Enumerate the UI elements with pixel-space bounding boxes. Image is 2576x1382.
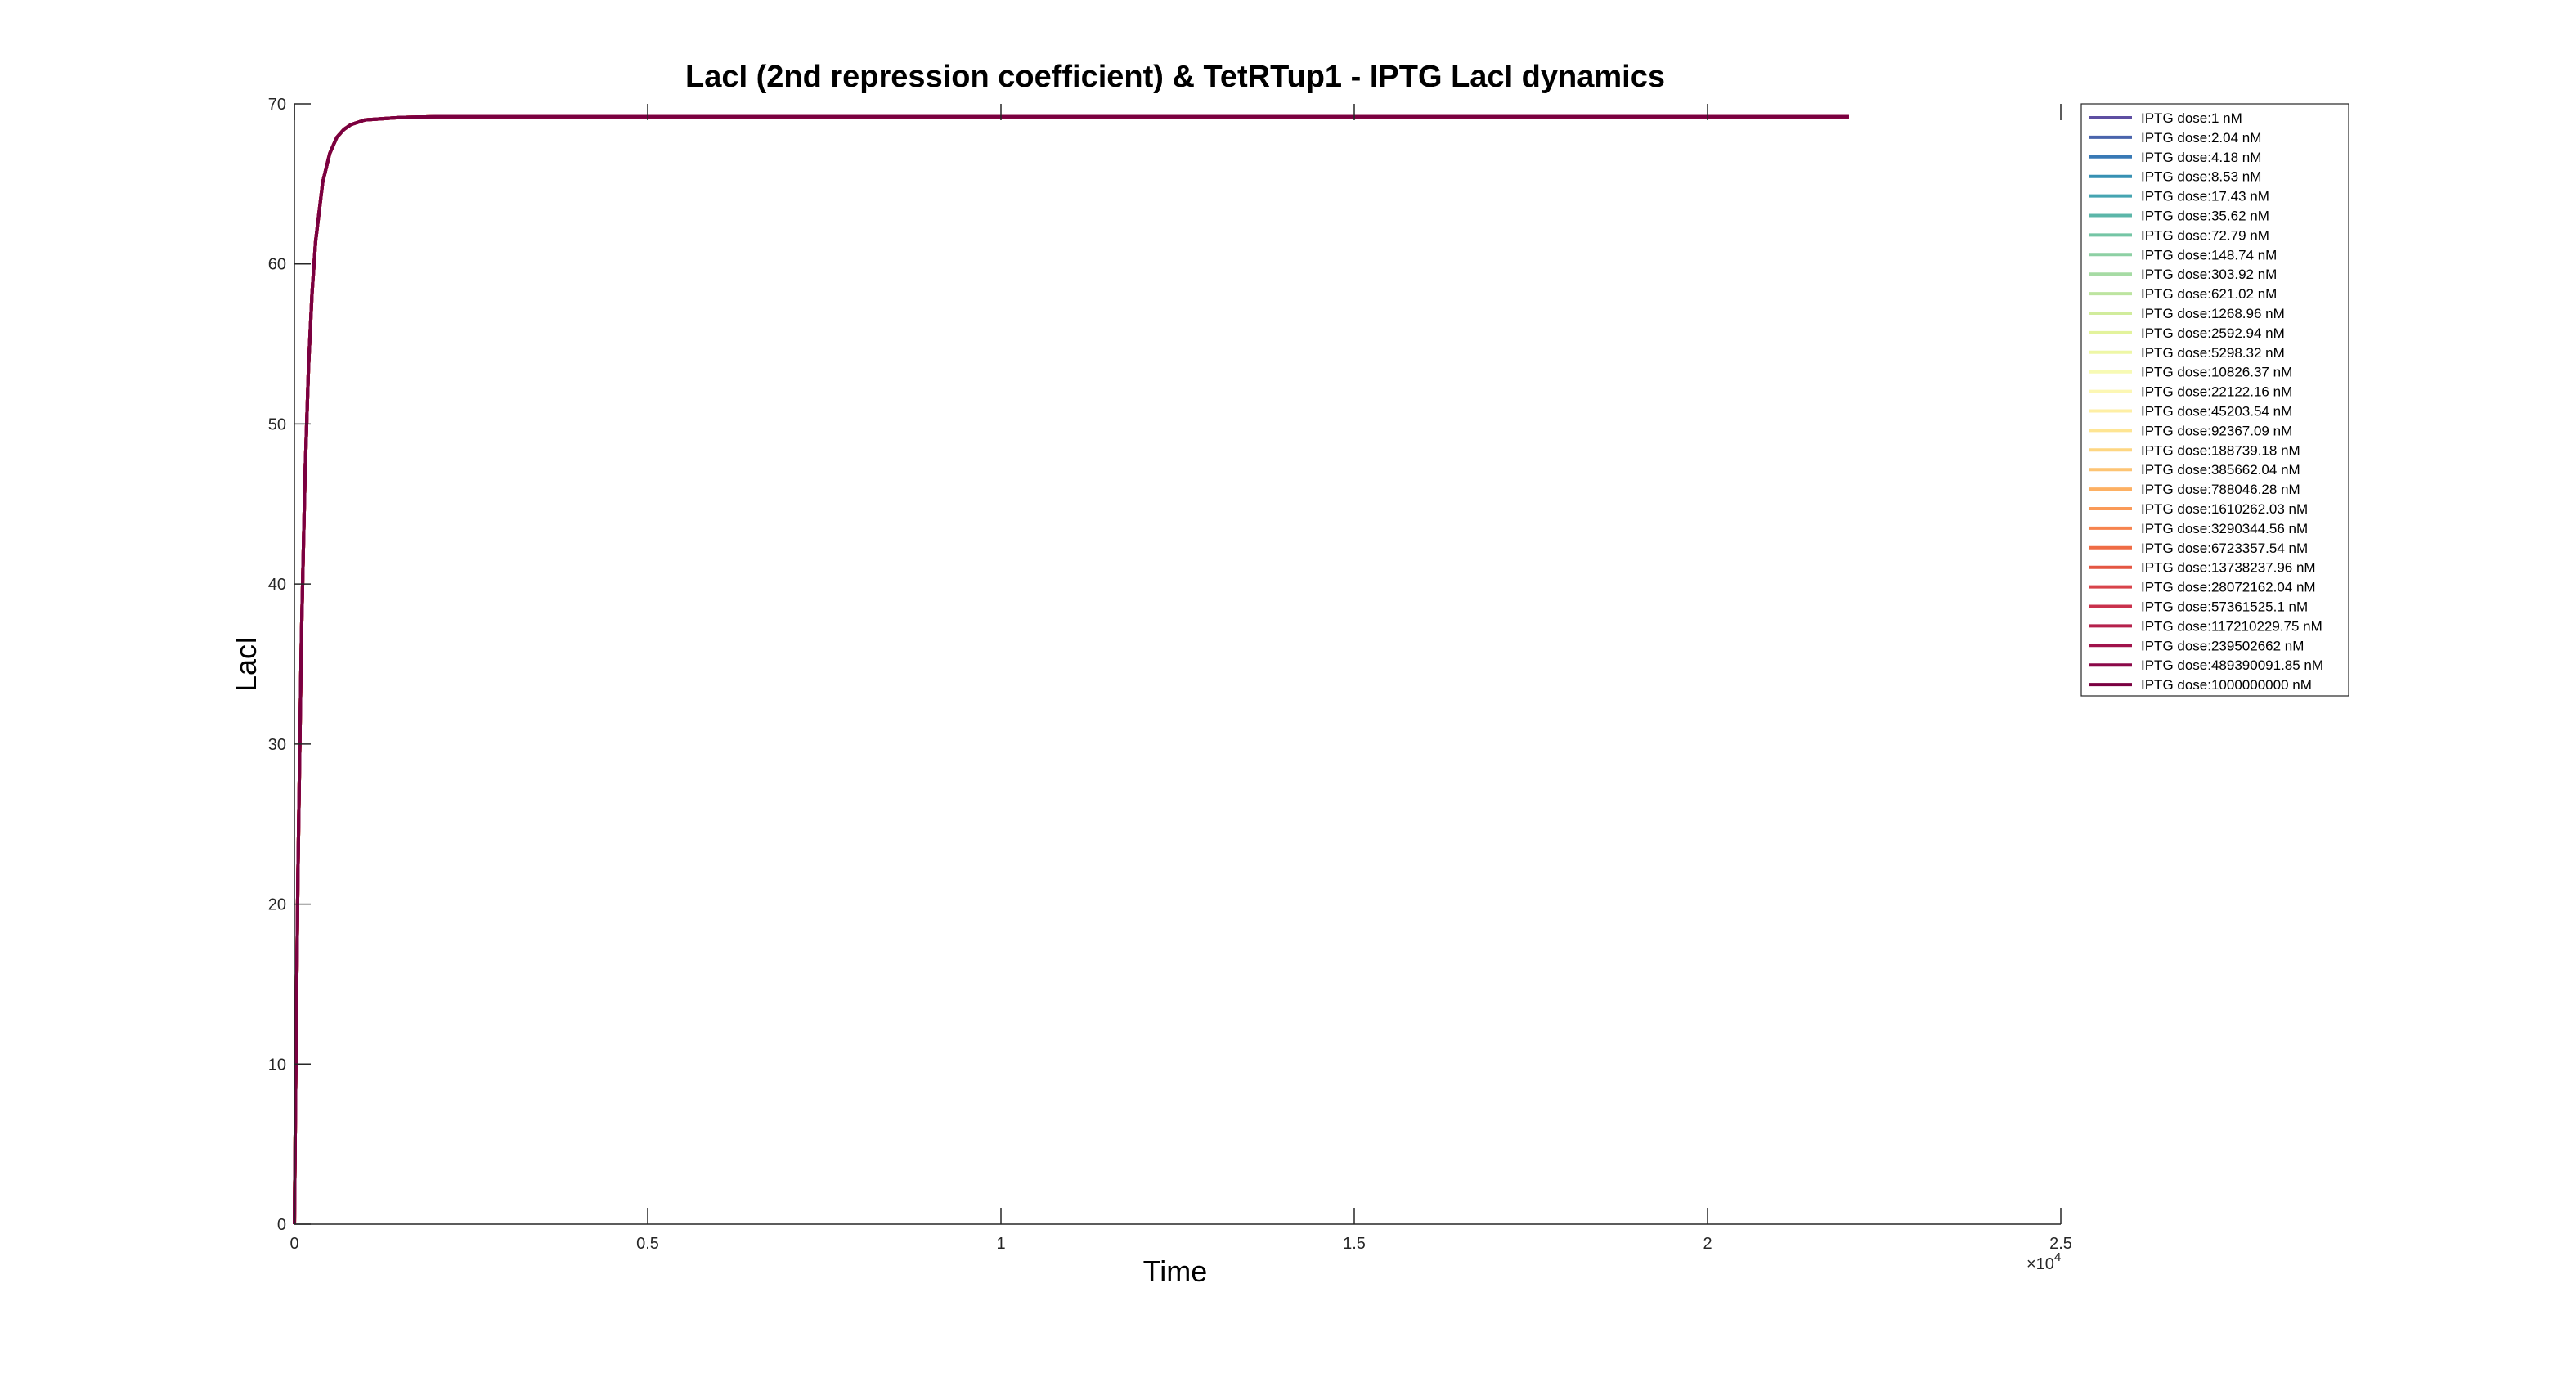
legend-label: IPTG dose:117210229.75 nM: [2141, 618, 2322, 634]
legend-label: IPTG dose:788046.28 nM: [2141, 482, 2300, 497]
plot-area: 0 0.5 1 1.5 2 2.5 0 10 20 30 40 50 60 70: [268, 96, 2072, 1253]
y-tick-label: 10: [268, 1056, 286, 1074]
x-tick-label: 0: [289, 1235, 298, 1253]
legend-label: IPTG dose:188739.18 nM: [2141, 442, 2300, 458]
series-lines: [293, 114, 1849, 1225]
x-ticks: 0 0.5 1 1.5 2 2.5: [289, 104, 2072, 1253]
legend-label: IPTG dose:4.18 nM: [2141, 150, 2261, 165]
x-tick-label: 2: [1703, 1235, 1712, 1253]
legend-label: IPTG dose:303.92 nM: [2141, 267, 2277, 282]
legend-label: IPTG dose:6723357.54 nM: [2141, 541, 2308, 556]
y-tick-label: 40: [268, 576, 286, 594]
legend-label: IPTG dose:45203.54 nM: [2141, 404, 2292, 420]
legend-label: IPTG dose:57361525.1 nM: [2141, 599, 2308, 615]
legend-label: IPTG dose:1610262.03 nM: [2141, 501, 2308, 517]
x-tick-label: 1: [996, 1235, 1005, 1253]
y-tick-label: 50: [268, 415, 286, 433]
legend-label: IPTG dose:8.53 nM: [2141, 169, 2261, 185]
x-exponent-base: ×10: [2026, 1255, 2054, 1273]
legend-label: IPTG dose:28072162.04 nM: [2141, 580, 2316, 595]
series-line: [293, 114, 1849, 1225]
legend-label: IPTG dose:72.79 nM: [2141, 227, 2269, 243]
legend-label: IPTG dose:92367.09 nM: [2141, 423, 2292, 438]
legend-label: IPTG dose:621.02 nM: [2141, 286, 2277, 302]
x-axis-exponent: ×104: [2026, 1250, 2061, 1273]
legend-label: IPTG dose:13738237.96 nM: [2141, 560, 2316, 576]
legend-label: IPTG dose:3290344.56 nM: [2141, 521, 2308, 536]
y-ticks: 0 10 20 30 40 50 60 70: [268, 96, 311, 1234]
legend-label: IPTG dose:148.74 nM: [2141, 247, 2277, 262]
x-exponent-power: 4: [2054, 1250, 2061, 1264]
legend-label: IPTG dose:1 nM: [2141, 110, 2242, 126]
legend-label: IPTG dose:239502662 nM: [2141, 638, 2304, 653]
x-tick-label: 0.5: [636, 1235, 659, 1253]
y-tick-label: 20: [268, 896, 286, 914]
y-tick-label: 0: [277, 1216, 286, 1234]
y-axis-label: LacI: [229, 636, 263, 692]
legend-label: IPTG dose:2.04 nM: [2141, 130, 2261, 146]
legend-label: IPTG dose:17.43 nM: [2141, 189, 2269, 204]
axes-box: [294, 104, 2061, 1224]
legend-label: IPTG dose:5298.32 nM: [2141, 345, 2285, 361]
legend-label: IPTG dose:10826.37 nM: [2141, 365, 2292, 380]
y-tick-label: 60: [268, 256, 286, 274]
x-axis-label: Time: [1143, 1254, 1208, 1288]
x-tick-label: 2.5: [2049, 1235, 2072, 1253]
legend-label: IPTG dose:2592.94 nM: [2141, 325, 2285, 341]
legend-label: IPTG dose:385662.04 nM: [2141, 462, 2300, 478]
legend-label: IPTG dose:35.62 nM: [2141, 209, 2269, 224]
x-tick-label: 1.5: [1343, 1235, 1366, 1253]
legend-label: IPTG dose:1268.96 nM: [2141, 306, 2285, 321]
legend-label: IPTG dose:22122.16 nM: [2141, 384, 2292, 400]
chart-title: LacI (2nd repression coefficient) & TetR…: [685, 60, 1665, 94]
y-tick-label: 30: [268, 736, 286, 754]
legend-label: IPTG dose:489390091.85 nM: [2141, 657, 2323, 673]
legend-label: IPTG dose:1000000000 nM: [2141, 677, 2312, 693]
legend: IPTG dose:1 nM IPTG dose:2.04 nM IPTG dose…: [2080, 103, 2349, 697]
y-tick-label: 70: [268, 96, 286, 114]
legend-box: [2080, 103, 2349, 697]
